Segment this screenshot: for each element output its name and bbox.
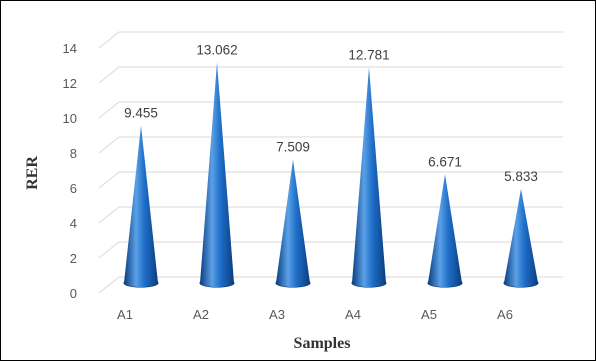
data-label: 9.455 [124, 106, 158, 121]
cone-body [504, 188, 538, 287]
bar-A1 [123, 125, 159, 288]
gridline [98, 171, 563, 189]
y-tick-label: 6 [70, 181, 77, 196]
cone-body [352, 67, 386, 288]
bar-A5 [427, 174, 463, 288]
cone-bars [123, 62, 539, 288]
cone-body [276, 159, 310, 287]
bar-A6 [503, 188, 539, 288]
bar-A2 [199, 62, 235, 288]
x-tick-label: A5 [421, 307, 437, 322]
gridline [98, 206, 563, 224]
cone-body [428, 174, 462, 287]
gridline [98, 241, 563, 259]
data-label: 13.062 [196, 42, 237, 57]
gridline [98, 101, 563, 119]
x-axis-ticks: A1 A2 A3 A4 A5 A6 [117, 307, 513, 322]
data-label: 5.833 [504, 169, 538, 184]
data-labels: 9.455 13.062 7.509 12.781 6.671 5.833 [124, 42, 538, 184]
x-axis-title: Samples [294, 335, 351, 352]
gridline [98, 66, 563, 84]
gridline [98, 276, 563, 294]
y-tick-label: 2 [70, 251, 77, 266]
gridline [98, 136, 563, 154]
data-label: 6.671 [428, 154, 462, 169]
y-tick-label: 14 [63, 41, 77, 56]
bar-A4 [351, 67, 387, 288]
data-label: 7.509 [276, 140, 310, 155]
y-tick-label: 8 [70, 146, 77, 161]
gridlines [98, 31, 563, 294]
y-tick-label: 12 [63, 76, 77, 91]
y-axis-ticks: 0 2 4 6 8 10 12 14 [63, 41, 77, 301]
x-tick-label: A4 [345, 307, 361, 322]
x-tick-label: A6 [497, 307, 513, 322]
x-tick-label: A3 [269, 307, 285, 322]
bar-A3 [275, 159, 311, 288]
x-tick-label: A2 [193, 307, 209, 322]
y-tick-label: 4 [70, 216, 77, 231]
x-tick-label: A1 [117, 307, 133, 322]
y-tick-label: 10 [63, 111, 77, 126]
data-label: 12.781 [348, 47, 389, 62]
y-axis-title: RER [24, 156, 41, 190]
gridline [98, 31, 563, 49]
y-tick-label: 0 [70, 286, 77, 301]
cone-body [124, 125, 158, 287]
cone-body [200, 62, 234, 287]
